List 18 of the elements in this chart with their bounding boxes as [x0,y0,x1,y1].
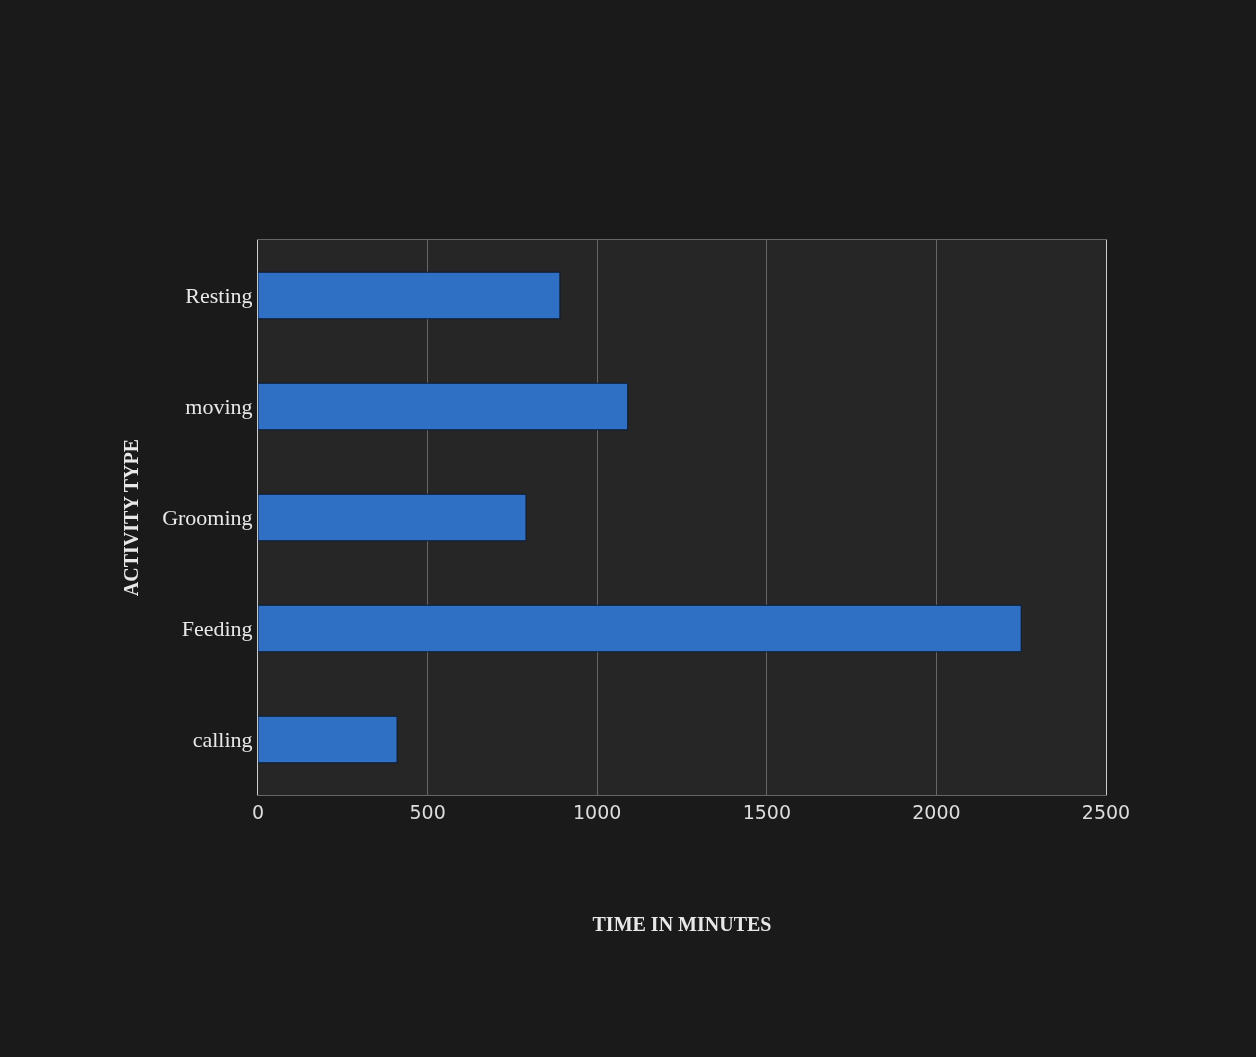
y-tick-label: Resting [185,283,253,309]
y-tick-label: Grooming [162,505,253,531]
y-tick-label: moving [185,394,253,420]
y-tick-label: Feeding [181,616,253,642]
bar [258,271,561,320]
x-tick-label: 2000 [912,800,961,823]
bar [258,604,1022,653]
bar [258,493,527,542]
bar [258,382,629,431]
x-tick-label: 2500 [1081,800,1131,823]
y-tick-label: calling [192,727,253,753]
x-tick-label: 1500 [742,800,791,823]
y-axis-title: ACTIVITY TYPE [119,438,142,597]
x-axis-title: TIME IN MINUTES [592,913,772,936]
bar [258,715,398,764]
x-tick-label: 0 [251,800,265,823]
x-tick-label: 500 [409,800,446,823]
x-tick-label: 1000 [573,800,622,823]
